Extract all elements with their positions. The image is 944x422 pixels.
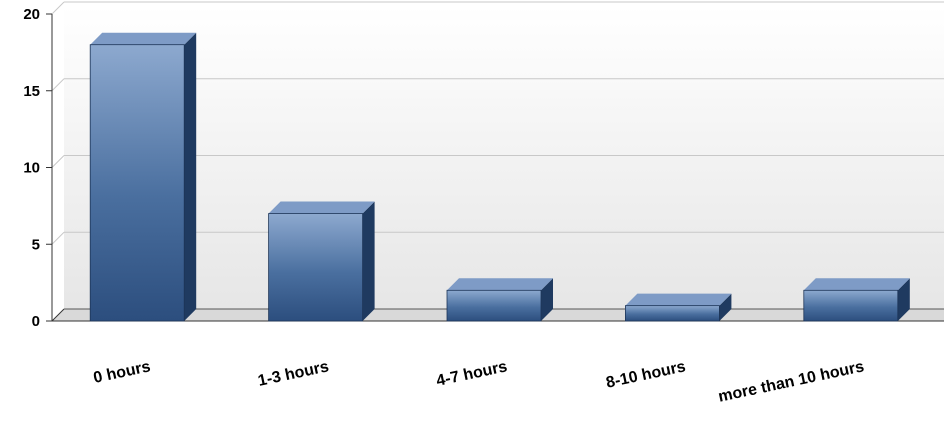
y-tick-label: 15 [23, 83, 40, 100]
bar-top [90, 33, 196, 45]
bar-top [625, 294, 731, 306]
bar [625, 306, 719, 321]
y-tick-label: 0 [32, 313, 40, 330]
bar-top [804, 278, 910, 290]
y-tick-label: 10 [23, 160, 40, 177]
x-tick-label: more than 10 hours [717, 358, 866, 406]
y-tick-label: 20 [23, 6, 40, 23]
y-tick-label: 5 [32, 236, 40, 253]
bar-top [447, 278, 553, 290]
bar-1 [90, 33, 196, 321]
gridline-diagonal [52, 232, 64, 244]
x-tick-label: 8-10 hours [605, 358, 688, 391]
bar-3 [447, 278, 553, 321]
bar-4 [625, 294, 731, 321]
gridline-diagonal [52, 79, 64, 91]
bar-side [184, 33, 196, 321]
gridline-diagonal [52, 2, 64, 14]
bar [269, 214, 363, 321]
gridline-diagonal [52, 156, 64, 168]
bar [90, 45, 184, 321]
bar-top [269, 202, 375, 214]
bar [447, 290, 541, 321]
x-tick-label: 0 hours [92, 358, 152, 387]
x-tick-label: 4-7 hours [435, 358, 509, 390]
bar-side [363, 202, 375, 321]
bar [804, 290, 898, 321]
bar-2 [269, 202, 375, 321]
x-tick-label: 1-3 hours [256, 358, 330, 390]
bar-5 [804, 278, 910, 321]
